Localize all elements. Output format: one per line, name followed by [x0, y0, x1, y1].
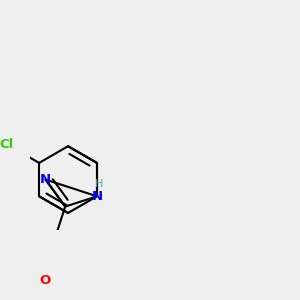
Text: Cl: Cl	[0, 138, 14, 151]
Text: N: N	[92, 190, 103, 203]
Text: N: N	[40, 173, 51, 186]
Text: O: O	[39, 274, 50, 286]
Text: H: H	[94, 178, 103, 189]
